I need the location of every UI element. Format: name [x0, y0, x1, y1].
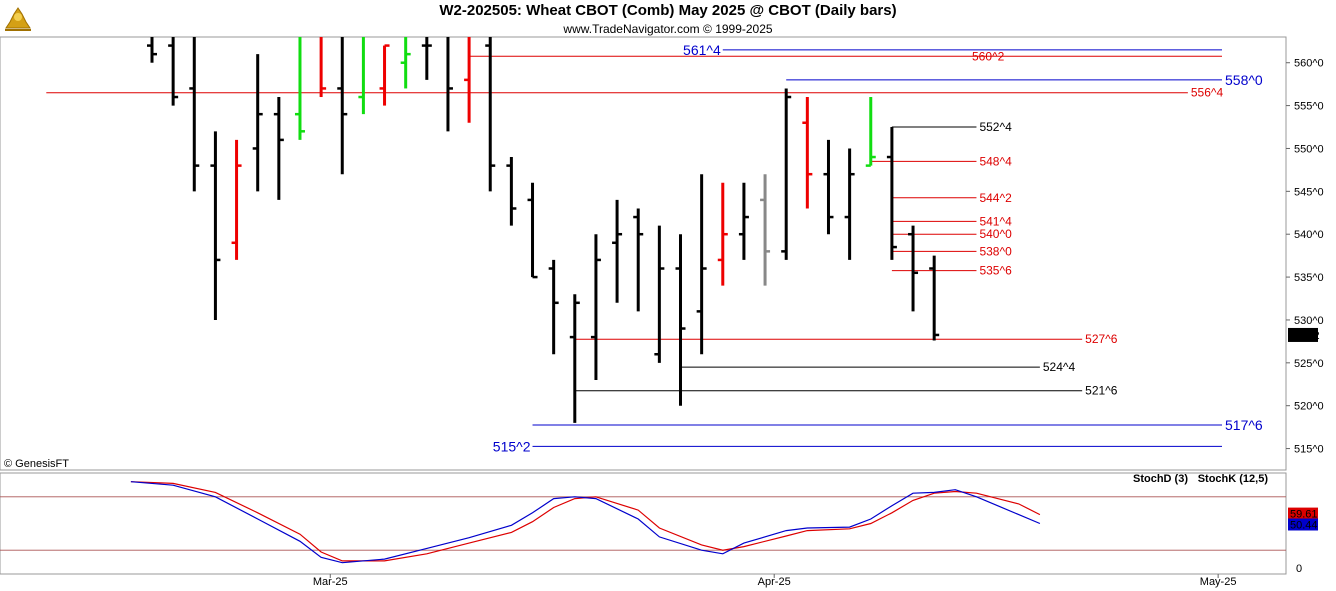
ohlc-bar [319, 37, 327, 98]
ohlc-bar [590, 234, 601, 380]
ohlc-bar [527, 182, 538, 279]
ohlc-bar [446, 37, 453, 132]
ohlc-bar [273, 97, 284, 200]
level-label: 524^4 [1043, 360, 1076, 374]
ohlc-bar [358, 37, 365, 115]
date-tick-label: Mar-25 [313, 576, 348, 588]
ohlc-bar [612, 199, 623, 303]
level-label: 521^6 [1085, 384, 1118, 398]
price-tick-label: 560^0 [1294, 58, 1324, 70]
ohlc-bar [485, 37, 496, 192]
price-bars [147, 37, 940, 423]
date-tick-label: Apr-25 [758, 576, 791, 588]
ohlc-bar [929, 255, 940, 341]
ohlc-bar [738, 182, 749, 260]
stoch-d-legend: StochD (3) [1133, 473, 1188, 485]
ohlc-bar [252, 54, 263, 192]
chart-title: W2-202505: Wheat CBOT (Comb) May 2025 @ … [439, 2, 897, 19]
level-label: 552^4 [979, 120, 1012, 134]
bull-logo-icon [5, 7, 31, 31]
ohlc-bar [189, 37, 200, 192]
last-price-label: 528^2 [1290, 330, 1320, 342]
price-tick-label: 545^0 [1294, 186, 1324, 198]
ohlc-bar [294, 37, 305, 140]
price-tick-label: 520^0 [1294, 401, 1324, 413]
ohlc-bar [231, 139, 242, 260]
level-label: 548^4 [979, 154, 1012, 168]
stoch-k-value-box [1288, 518, 1318, 531]
price-tick-label: 550^0 [1294, 143, 1324, 155]
level-label: 515^2 [493, 438, 531, 454]
price-tick-label: 555^0 [1294, 101, 1324, 113]
ohlc-bar [844, 148, 855, 260]
ohlc-bar [569, 294, 580, 423]
level-label: 527^6 [1085, 332, 1118, 346]
ohlc-bar [400, 37, 411, 89]
chart-subtitle: www.TradeNavigator.com © 1999-2025 [563, 22, 773, 36]
price-tick-label: 540^0 [1294, 229, 1324, 241]
ohlc-bar [654, 225, 665, 363]
price-tick-label: 535^0 [1294, 272, 1324, 284]
ohlc-bar [696, 174, 707, 355]
stoch-k-legend: StochK (12,5) [1198, 473, 1269, 485]
level-label: 535^6 [979, 264, 1012, 278]
ohlc-bar [633, 208, 644, 312]
ohlc-bar [781, 88, 792, 260]
date-axis: Mar-25 Apr-25 May-25 [313, 574, 1237, 588]
date-tick-label: May-25 [1200, 576, 1237, 588]
ohlc-bar [865, 97, 876, 167]
stoch-k-value: 50.44 [1290, 520, 1318, 532]
level-label: 517^6 [1225, 417, 1263, 433]
price-tick-label: 525^0 [1294, 358, 1324, 370]
stoch-d-value-box [1288, 507, 1318, 520]
price-tick-label: 530^0 [1294, 315, 1324, 327]
ohlc-bar [675, 234, 686, 406]
price-axis: 515^0 520^0 525^0 530^0 535^0 540^0 545^0 550^0… [1286, 58, 1324, 456]
ohlc-bar [210, 131, 221, 320]
stoch-k-line [130, 481, 1041, 564]
level-label: 544^2 [979, 191, 1012, 205]
stoch-d-line [130, 481, 1041, 562]
level-label: 541^4 [979, 214, 1012, 228]
last-price-box [1288, 327, 1318, 342]
ohlc-bar [337, 37, 348, 175]
ohlc-bar [168, 37, 179, 106]
level-label: 556^4 [1191, 86, 1224, 100]
ohlc-bar [548, 259, 559, 355]
ohlc-bar [823, 139, 834, 235]
price-tick-label: 515^0 [1294, 444, 1324, 456]
ohlc-bar [886, 127, 897, 260]
ohlc-bar [421, 37, 432, 80]
level-label: 561^4 [683, 42, 721, 58]
stoch-d-value: 59.61 [1290, 509, 1318, 521]
ohlc-bar [379, 44, 390, 106]
ohlc-bar [717, 182, 728, 286]
copyright-label: © GenesisFT [4, 458, 69, 470]
ohlc-bar [802, 97, 813, 209]
ohlc-bar [147, 37, 157, 63]
level-label: 560^2 [972, 49, 1005, 63]
ohlc-bar [760, 174, 771, 286]
ohlc-bar [464, 37, 471, 123]
level-label: 540^0 [979, 227, 1012, 241]
stoch-axis-label: 0 [1296, 563, 1302, 575]
level-label: 538^0 [979, 244, 1012, 258]
ohlc-bar [908, 225, 919, 312]
ohlc-bar [506, 157, 517, 226]
level-label: 558^0 [1225, 72, 1263, 88]
